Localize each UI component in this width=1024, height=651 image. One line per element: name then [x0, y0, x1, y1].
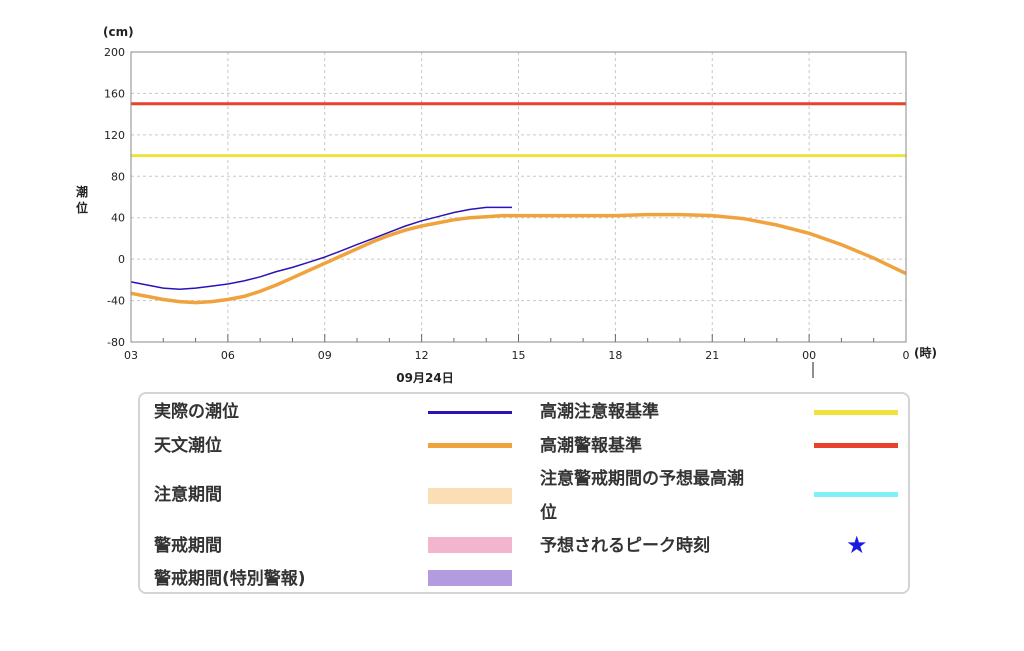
x-tick-label: 09	[318, 349, 332, 362]
tide-series	[130, 206, 907, 305]
legend-box: 実際の潮位 天文潮位 注意期間 警戒期間 警戒期間(特別警報) 高潮注意報基準 …	[138, 392, 910, 594]
legend-swatch-warning-special	[428, 570, 512, 586]
y-tick-label: 160	[104, 87, 125, 100]
plot-frame	[130, 51, 907, 343]
x-ticks: 03 06 09 12 15 18 21 00 0	[124, 349, 910, 362]
legend-label-actual: 実際の潮位	[154, 402, 239, 422]
legend-label-peak-level-line2: 位	[540, 503, 557, 523]
legend-swatch-warning-period	[428, 537, 512, 553]
x-tick-label: 18	[608, 349, 622, 362]
y-axis-label-char: 位	[76, 200, 88, 215]
y-ticks: -80 -40 0 40 80 120 160 200	[104, 46, 125, 349]
y-tick-label: -40	[107, 295, 125, 308]
legend-label-warning-special: 警戒期間(特別警報)	[154, 569, 306, 589]
threshold-lines	[131, 102, 906, 158]
y-tick-label: 200	[104, 46, 125, 59]
legend-swatch-peak-level	[814, 492, 898, 497]
series-line-astronomical	[130, 212, 907, 305]
x-tick-label: 00	[802, 349, 816, 362]
y-unit-label: (cm)	[103, 25, 134, 39]
x-tick-label: 0	[903, 349, 910, 362]
legend-label-peak-time: 予想されるピーク時刻	[540, 536, 710, 556]
legend-label-advisory-level: 高潮注意報基準	[540, 402, 659, 422]
x-tick-label: 03	[124, 349, 138, 362]
y-axis-label-char: 潮	[76, 184, 88, 199]
legend-label-caution-period: 注意期間	[154, 485, 222, 505]
legend-label-warning-level: 高潮警報基準	[540, 436, 642, 456]
legend-label-astro: 天文潮位	[154, 436, 222, 456]
legend-label-peak-level-line1: 注意警戒期間の予想最高潮	[540, 469, 744, 489]
x-tick-label: 21	[705, 349, 719, 362]
legend-swatch-warning-level	[814, 443, 898, 448]
chart-grid	[130, 51, 907, 343]
legend-label-warning-period: 警戒期間	[154, 536, 222, 556]
legend-swatch-astro	[428, 443, 512, 448]
x-tick-label: 12	[415, 349, 429, 362]
y-tick-label: -80	[107, 336, 125, 349]
legend-swatch-actual	[428, 411, 512, 414]
legend-swatch-caution-period	[428, 488, 512, 504]
y-axis-label: 潮位	[76, 184, 88, 215]
x-tick-label: 06	[221, 349, 235, 362]
y-tick-label: 120	[104, 129, 125, 142]
legend-label-peak-level: 注意警戒期間の予想最高潮 位	[540, 462, 744, 530]
series-line-actual	[130, 206, 512, 290]
y-tick-label: 80	[111, 170, 125, 183]
y-tick-label: 0	[118, 253, 125, 266]
x-tick-label: 15	[512, 349, 526, 362]
peak-time-star-icon: ★	[846, 531, 868, 559]
x-unit-label: (時)	[914, 345, 937, 360]
y-tick-label: 40	[111, 212, 125, 225]
legend-swatch-advisory-level	[814, 410, 898, 415]
date-label: 09月24日	[396, 371, 453, 385]
